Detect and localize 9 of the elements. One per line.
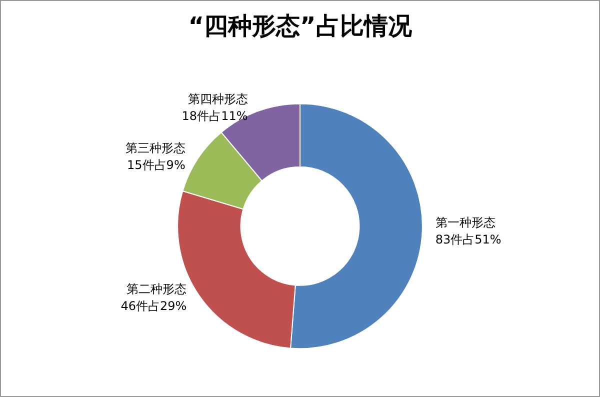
slice-label: 第一种形态	[435, 216, 496, 230]
data-label: 46件占29%	[120, 299, 187, 314]
slice-label: 第二种形态	[126, 282, 187, 296]
slice-label: 第三种形态	[125, 141, 186, 156]
slice-label: 第四种形态	[188, 92, 248, 106]
chart-title: “四种形态”占比情况	[188, 12, 413, 40]
data-label: 15件占9%	[127, 158, 186, 172]
data-label: 18件占11%	[182, 108, 248, 123]
data-label: 83件占51%	[435, 232, 502, 247]
